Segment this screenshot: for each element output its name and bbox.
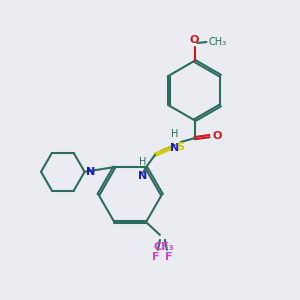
Text: O: O (190, 35, 199, 45)
Text: N: N (138, 171, 148, 181)
Text: F: F (152, 252, 160, 262)
Text: S: S (176, 142, 184, 152)
Text: CF₃: CF₃ (154, 242, 174, 252)
Text: CH₃: CH₃ (208, 37, 226, 47)
Text: H: H (171, 129, 178, 139)
Text: O: O (212, 131, 222, 141)
Text: N: N (85, 167, 95, 177)
Text: F: F (165, 252, 172, 262)
Text: H: H (140, 157, 147, 167)
Text: N: N (170, 143, 179, 153)
